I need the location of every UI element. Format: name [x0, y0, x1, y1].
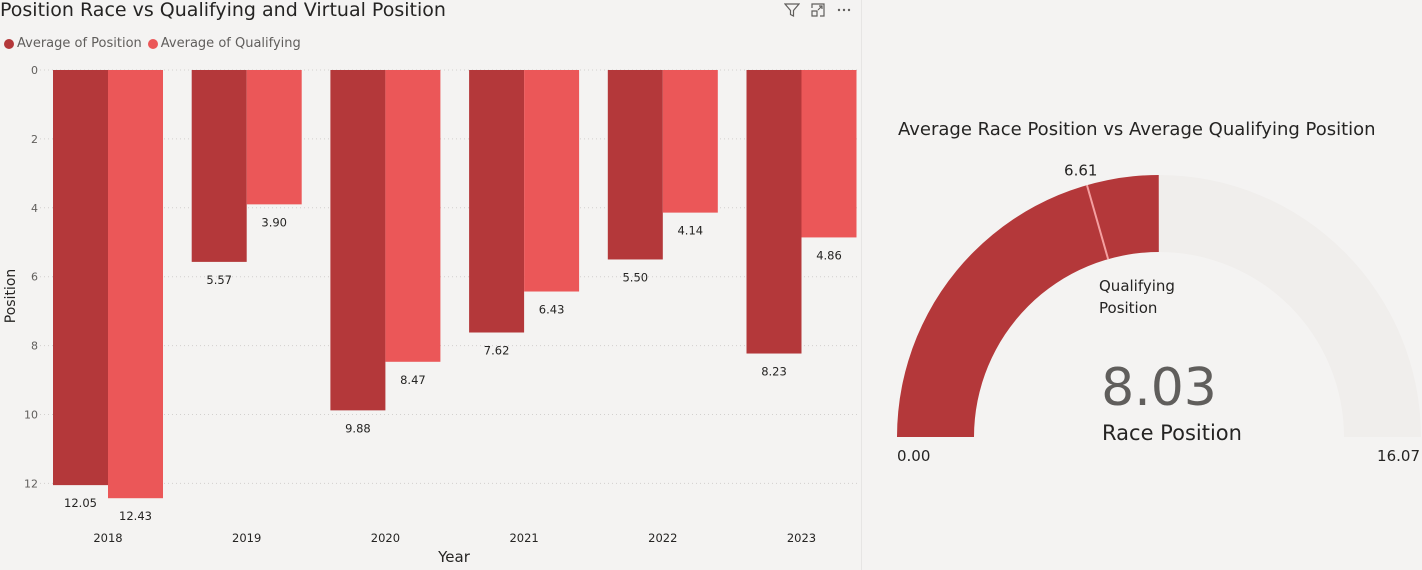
legend-item-qualifying[interactable]: Average of Qualifying [147, 36, 301, 51]
x-tick-label: 2019 [232, 531, 261, 545]
data-label: 8.23 [761, 365, 787, 379]
data-label: 3.90 [261, 215, 287, 229]
gauge-target-caption: Qualifying [1099, 277, 1175, 295]
legend-marker-position [4, 38, 14, 49]
data-label: 9.88 [345, 421, 371, 435]
data-label: 12.43 [119, 509, 152, 523]
bar-qualifying-2023[interactable] [801, 70, 857, 238]
y-tick-label: 0 [31, 64, 38, 77]
y-tick-label: 10 [24, 409, 38, 422]
y-tick-label: 6 [31, 271, 38, 284]
data-label: 6.43 [539, 303, 565, 317]
data-label: 5.57 [206, 273, 232, 287]
gauge-value-arc[interactable] [897, 175, 1159, 437]
gauge-value-caption: Race Position [1102, 421, 1242, 445]
x-tick-label: 2021 [509, 531, 538, 545]
bar-position-2022[interactable] [607, 70, 663, 260]
gauge-value: 8.03 [1101, 358, 1217, 418]
legend-marker-qualifying [147, 38, 158, 49]
visual-toolbar [783, 2, 852, 18]
gauge-panel: Average Race Position vs Average Qualify… [861, 0, 1422, 570]
gauge-svg: 6.61 Qualifying Position 8.03 Race Position 0… [897, 161, 1421, 465]
data-label: 4.14 [677, 224, 703, 238]
x-tick-label: 2022 [648, 531, 677, 545]
bar-qualifying-2020[interactable] [385, 70, 441, 362]
more-options-icon[interactable] [836, 2, 852, 18]
bar-qualifying-2019[interactable] [246, 70, 302, 205]
x-tick-label: 2023 [787, 531, 816, 545]
bar-position-2020[interactable] [330, 70, 386, 411]
gauge-max-label: 16.07 [1377, 447, 1420, 465]
legend-item-position[interactable]: Average of Position [4, 36, 142, 51]
bar-position-2019[interactable] [191, 70, 247, 262]
focus-mode-icon[interactable] [810, 2, 826, 18]
x-axis-title: Year [437, 548, 471, 566]
bar-qualifying-2018[interactable] [108, 70, 163, 499]
gauge-min-label: 0.00 [897, 447, 930, 465]
data-label: 12.05 [64, 496, 97, 510]
data-label: 5.50 [622, 270, 648, 284]
gauge-title: Average Race Position vs Average Qualify… [898, 119, 1376, 140]
data-label: 4.86 [816, 248, 842, 262]
bar-chart-svg: 0 2 4 6 8 10 12 Position 12.05 12.43 2018 5.57 3.90 2… [3, 64, 858, 566]
bar-chart-panel: Position Race vs Qualifying and Virtual … [0, 0, 858, 566]
bar-position-2018[interactable] [53, 70, 108, 486]
y-tick-label: 12 [24, 477, 38, 490]
y-tick-label: 8 [31, 340, 38, 353]
data-label: 7.62 [484, 344, 510, 358]
chart-title: Position Race vs Qualifying and Virtual … [0, 0, 446, 21]
gauge-target-value: 6.61 [1064, 161, 1097, 179]
legend-label-position: Average of Position [17, 36, 142, 51]
filter-icon[interactable] [783, 2, 801, 18]
gauge-target-marker [1085, 184, 1110, 260]
data-label: 8.47 [400, 373, 426, 387]
bar-qualifying-2021[interactable] [524, 70, 580, 292]
bar-position-2023[interactable] [746, 70, 802, 354]
chart-legend: Average of Position Average of Qualifyin… [4, 36, 307, 51]
y-tick-label: 4 [31, 202, 38, 215]
gauge-target-caption: Position [1099, 299, 1157, 317]
bar-qualifying-2022[interactable] [662, 70, 718, 213]
x-tick-label: 2020 [371, 531, 400, 545]
y-tick-label: 2 [31, 133, 38, 146]
legend-label-qualifying: Average of Qualifying [160, 36, 301, 51]
y-axis-title: Position [3, 269, 19, 324]
x-tick-label: 2018 [93, 531, 122, 545]
bar-position-2021[interactable] [469, 70, 525, 333]
